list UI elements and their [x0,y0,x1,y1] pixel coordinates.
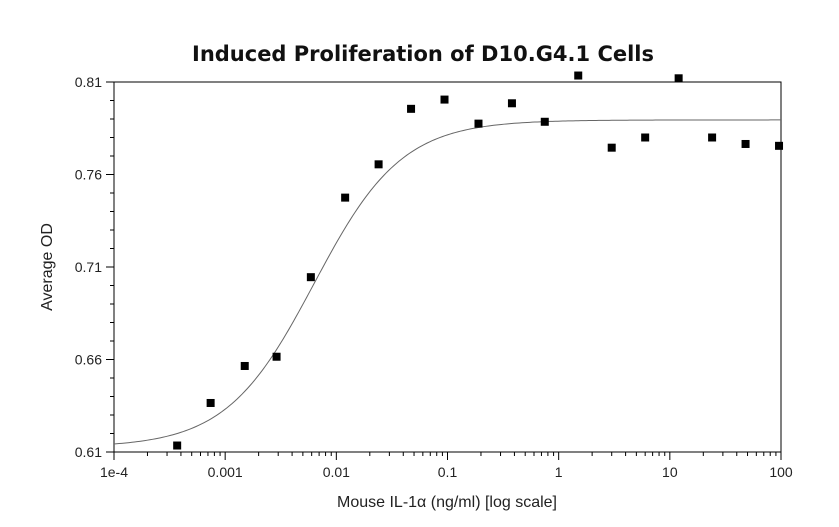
data-point [407,104,416,113]
plot-area: 1e-4 0.001 0.01 0.1 1 10 100 0.610.660.710.760… [75,71,793,480]
x-tick-label: 10 [662,464,678,480]
y-axis-tick-labels: 0.61 0.66 0.71 0.76 0.81 [75,74,102,460]
data-point [474,119,483,128]
x-axis-ticks [113,452,782,460]
data-point [206,398,215,407]
x-tick-label: 1 [555,464,563,480]
y-tick-label: 0.81 [75,74,102,90]
x-tick-label: 0.01 [323,464,350,480]
chart-title: Induced Proliferation of D10.G4.1 Cells [192,42,654,66]
x-tick-label: 0.1 [438,464,458,480]
data-points [173,71,784,450]
data-point [540,117,549,126]
data-point [775,141,784,150]
data-point [306,273,315,282]
x-axis-tick-labels: 1e-4 0.001 0.01 0.1 1 10 100 [100,464,793,480]
x-tick-label: 100 [769,464,793,480]
data-point [708,133,717,142]
plot-frame [113,81,782,453]
data-point [507,99,516,108]
y-axis-label: Average OD [39,223,56,311]
data-point [173,441,182,450]
data-point [574,71,583,80]
data-point [607,143,616,152]
fitted-curve [113,119,781,445]
y-axis-ticks [106,81,114,453]
x-tick-label: 0.001 [208,464,243,480]
data-point [741,139,750,148]
x-tick-label: 1e-4 [100,464,128,480]
data-point [240,361,249,370]
data-point [374,160,383,169]
data-point [440,95,449,104]
y-tick-label: 0.76 [75,167,102,183]
data-point [341,193,350,202]
data-point [641,133,650,142]
data-point [272,352,281,361]
data-point [674,74,683,83]
y-tick-label: 0.66 [75,352,102,368]
y-tick-label: 0.61 [75,444,102,460]
y-tick-label: 0.71 [75,259,102,275]
x-axis-label: Mouse IL-1α (ng/ml) [log scale] [337,494,557,511]
